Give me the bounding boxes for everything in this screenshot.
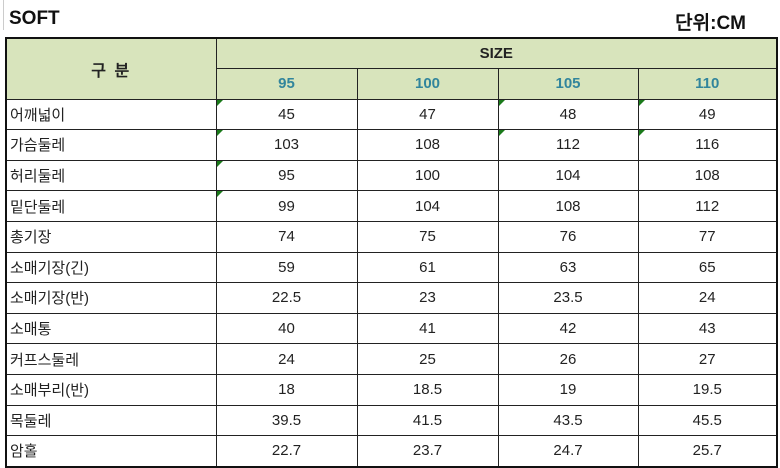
row-label: 밑단둘레 bbox=[5, 190, 217, 222]
cell-value: 18 bbox=[215, 373, 358, 406]
cell-value: 74 bbox=[215, 220, 358, 253]
cell-value: 108 bbox=[637, 159, 778, 192]
cell-value: 77 bbox=[637, 220, 778, 253]
cell-value: 19.5 bbox=[637, 373, 778, 406]
cell-value: 25.7 bbox=[637, 435, 778, 468]
table-row: 가슴둘레 103 108 112 116 bbox=[5, 129, 778, 161]
cell-value: 45.5 bbox=[637, 404, 778, 437]
table-row: 소매기장(긴) 59 61 63 65 bbox=[5, 251, 778, 284]
cell-value: 43 bbox=[637, 312, 778, 345]
row-label: 소매통 bbox=[5, 312, 217, 345]
cell-value: 99 bbox=[215, 190, 358, 222]
row-label: 암홀 bbox=[5, 435, 217, 468]
table-row: 커프스둘레 24 25 26 27 bbox=[5, 343, 778, 375]
cell-value: 47 bbox=[356, 98, 499, 131]
row-label: 가슴둘레 bbox=[5, 129, 217, 161]
cell-value: 23.5 bbox=[497, 282, 639, 314]
table-row: 소매기장(반) 22.5 23 23.5 24 bbox=[5, 282, 778, 314]
row-label: 커프스둘레 bbox=[5, 343, 217, 375]
table-row: 소매통 40 41 42 43 bbox=[5, 312, 778, 345]
cell-value: 61 bbox=[356, 251, 499, 284]
cell-value: 19 bbox=[497, 373, 639, 406]
divider bbox=[3, 0, 4, 30]
cell-value: 108 bbox=[356, 129, 499, 161]
table-row: 밑단둘레 99 104 108 112 bbox=[5, 190, 778, 222]
cell-value: 116 bbox=[637, 129, 778, 161]
cell-value: 24 bbox=[637, 282, 778, 314]
cell-value: 108 bbox=[497, 190, 639, 222]
cell-value: 23.7 bbox=[356, 435, 499, 468]
cell-value: 22.5 bbox=[215, 282, 358, 314]
table-title: SOFT bbox=[9, 8, 60, 29]
cell-value: 103 bbox=[215, 129, 358, 161]
cell-value: 45 bbox=[215, 98, 358, 131]
cell-value: 27 bbox=[637, 343, 778, 375]
cell-value: 100 bbox=[356, 159, 499, 192]
cell-value: 26 bbox=[497, 343, 639, 375]
cell-value: 112 bbox=[497, 129, 639, 161]
cell-value: 65 bbox=[637, 251, 778, 284]
row-label: 소매기장(반) bbox=[5, 282, 217, 314]
cell-value: 95 bbox=[215, 159, 358, 192]
table-row: 목둘레 39.5 41.5 43.5 45.5 bbox=[5, 404, 778, 437]
cell-value: 49 bbox=[637, 98, 778, 131]
size-105-header: 105 bbox=[497, 68, 639, 100]
cell-value: 41 bbox=[356, 312, 499, 345]
row-label: 소매기장(긴) bbox=[5, 251, 217, 284]
cell-value: 48 bbox=[497, 98, 639, 131]
category-header: 구 분 bbox=[5, 37, 217, 100]
row-label: 총기장 bbox=[5, 220, 217, 253]
cell-value: 24.7 bbox=[497, 435, 639, 468]
row-label: 어깨넓이 bbox=[5, 98, 217, 131]
row-label: 소매부리(반) bbox=[5, 373, 217, 406]
cell-value: 112 bbox=[637, 190, 778, 222]
cell-value: 63 bbox=[497, 251, 639, 284]
cell-value: 76 bbox=[497, 220, 639, 253]
size-110-header: 110 bbox=[637, 68, 778, 100]
table-row: 암홀 22.7 23.7 24.7 25.7 bbox=[5, 435, 778, 468]
cell-value: 59 bbox=[215, 251, 358, 284]
cell-value: 18.5 bbox=[356, 373, 499, 406]
table-row: 총기장 74 75 76 77 bbox=[5, 220, 778, 253]
cell-value: 43.5 bbox=[497, 404, 639, 437]
cell-value: 25 bbox=[356, 343, 499, 375]
size-table: 구 분 SIZE 95 100 105 110 어깨넓이 45 47 48 49 가슴둘레… bbox=[5, 37, 779, 468]
row-label: 목둘레 bbox=[5, 404, 217, 437]
cell-value: 75 bbox=[356, 220, 499, 253]
size-100-header: 100 bbox=[356, 68, 499, 100]
table-row: 어깨넓이 45 47 48 49 bbox=[5, 98, 778, 131]
cell-value: 42 bbox=[497, 312, 639, 345]
cell-value: 24 bbox=[215, 343, 358, 375]
row-label: 허리둘레 bbox=[5, 159, 217, 192]
table-row: 허리둘레 95 100 104 108 bbox=[5, 159, 778, 192]
cell-value: 41.5 bbox=[356, 404, 499, 437]
cell-value: 104 bbox=[497, 159, 639, 192]
cell-value: 22.7 bbox=[215, 435, 358, 468]
cell-value: 23 bbox=[356, 282, 499, 314]
size-header: SIZE bbox=[215, 37, 778, 69]
table-row: 소매부리(반) 18 18.5 19 19.5 bbox=[5, 373, 778, 406]
cell-value: 104 bbox=[356, 190, 499, 222]
cell-value: 40 bbox=[215, 312, 358, 345]
size-95-header: 95 bbox=[215, 68, 358, 100]
unit-label: 단위:CM bbox=[675, 13, 746, 34]
cell-value: 39.5 bbox=[215, 404, 358, 437]
